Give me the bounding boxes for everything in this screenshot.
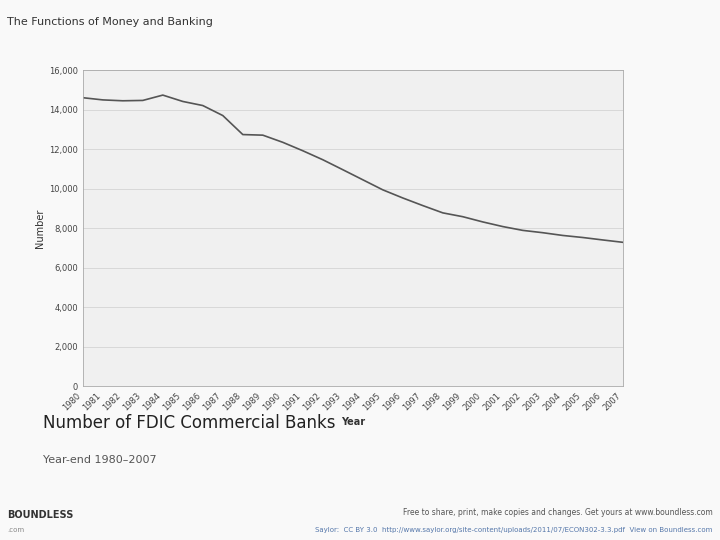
Text: BOUNDLESS: BOUNDLESS: [7, 510, 73, 519]
Text: .com: .com: [7, 527, 24, 534]
X-axis label: Year: Year: [341, 416, 365, 427]
Text: Saylor:  CC BY 3.0  http://www.saylor.org/site-content/uploads/2011/07/ECON302-3: Saylor: CC BY 3.0 http://www.saylor.org/…: [315, 527, 713, 534]
Text: Year-end 1980–2007: Year-end 1980–2007: [43, 455, 157, 465]
Y-axis label: Number: Number: [35, 208, 45, 248]
Text: Number of FDIC Commercial Banks: Number of FDIC Commercial Banks: [43, 414, 336, 433]
Text: Free to share, print, make copies and changes. Get yours at www.boundless.com: Free to share, print, make copies and ch…: [403, 508, 713, 516]
Text: The Functions of Money and Banking: The Functions of Money and Banking: [7, 17, 213, 28]
